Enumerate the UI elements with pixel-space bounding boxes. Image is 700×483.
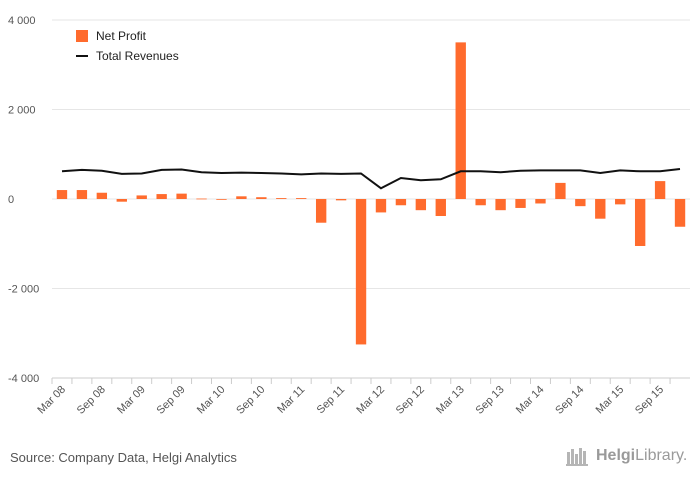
bar xyxy=(196,198,207,200)
bar xyxy=(116,199,127,202)
legend-swatch-net-profit xyxy=(76,30,88,42)
bar xyxy=(276,198,287,199)
bar xyxy=(615,199,626,205)
y-tick-label: -4 000 xyxy=(8,373,39,385)
bar xyxy=(315,199,327,223)
x-tick-label: Mar 09 xyxy=(115,384,148,417)
x-tick-label: Mar 15 xyxy=(594,384,627,417)
bar xyxy=(375,199,387,213)
y-tick-label: 4 000 xyxy=(8,15,36,27)
x-tick-label: Sep 14 xyxy=(553,384,586,417)
bar xyxy=(654,181,666,199)
brand-logo: Helgi Library. xyxy=(566,446,687,466)
x-tick-label: Mar 14 xyxy=(514,384,547,417)
x-tick-label: Sep 10 xyxy=(234,384,267,417)
x-tick-label: Mar 11 xyxy=(275,384,307,416)
bar xyxy=(575,199,586,207)
y-tick-label: -2 000 xyxy=(8,284,39,296)
bar xyxy=(634,199,646,246)
y-tick-label: 0 xyxy=(8,194,14,206)
bar xyxy=(76,190,88,199)
source-note: Source: Company Data, Helgi Analytics xyxy=(10,450,237,465)
x-tick-label: Mar 08 xyxy=(35,384,68,417)
bar xyxy=(455,42,466,199)
brand-name-part1: Helgi xyxy=(596,447,636,464)
x-tick-label: Sep 09 xyxy=(155,384,188,417)
bar xyxy=(136,195,147,199)
series-line-total-revenues xyxy=(61,168,681,190)
bar xyxy=(495,199,506,211)
y-tick-label: 2 000 xyxy=(8,105,36,117)
x-tick-label: Sep 11 xyxy=(315,384,348,417)
bar xyxy=(475,199,486,206)
bar xyxy=(355,199,367,345)
x-tick-label: Sep 13 xyxy=(474,384,507,417)
bar xyxy=(56,190,68,199)
x-tick-label: Mar 10 xyxy=(195,384,228,417)
legend-label-net-profit: Net Profit xyxy=(96,29,147,43)
library-icon xyxy=(566,448,588,466)
bar xyxy=(296,198,307,199)
bar xyxy=(595,199,606,219)
bar xyxy=(555,182,566,199)
x-tick-label: Sep 15 xyxy=(633,384,666,417)
bar xyxy=(335,199,347,201)
bar xyxy=(256,197,267,199)
x-tick-label: Sep 12 xyxy=(394,384,427,417)
x-tick-label: Sep 08 xyxy=(75,384,108,417)
bar xyxy=(535,199,546,204)
bar xyxy=(674,199,686,227)
bar xyxy=(415,199,427,211)
bar xyxy=(395,199,407,206)
bar xyxy=(176,193,187,199)
bar xyxy=(216,199,227,200)
bar xyxy=(156,194,167,199)
x-tick-label: Mar 13 xyxy=(434,384,467,417)
bar xyxy=(96,192,108,199)
bar xyxy=(515,199,526,208)
bar xyxy=(435,199,446,217)
legend-label-total-revenues: Total Revenues xyxy=(96,49,179,63)
bar xyxy=(236,196,247,199)
x-tick-label: Mar 12 xyxy=(354,384,387,417)
brand-name-part2: Library. xyxy=(635,447,688,464)
